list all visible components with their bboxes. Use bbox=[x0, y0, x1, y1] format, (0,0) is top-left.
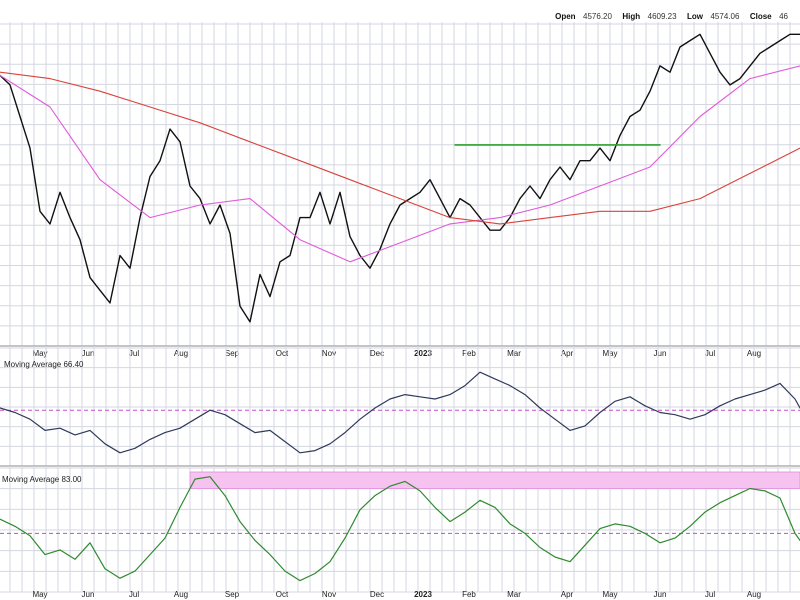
ohlc-text: Open 4576.20 High 4609.23 Low 4574.06 Cl… bbox=[555, 6, 788, 23]
x-tick-label: Oct bbox=[276, 590, 289, 599]
x-tick-label: Jul bbox=[705, 349, 715, 358]
x-tick-label: Dec bbox=[370, 590, 384, 599]
x-tick-label: Jul bbox=[129, 590, 139, 599]
x-tick-label: May bbox=[602, 590, 617, 599]
x-tick-label: Mar bbox=[507, 590, 521, 599]
ma_long-line bbox=[0, 71, 800, 225]
ma_short-line bbox=[0, 65, 800, 263]
x-tick-label: Jun bbox=[82, 349, 95, 358]
x-tick-label: Apr bbox=[561, 590, 574, 599]
low-value: 4574.06 bbox=[710, 12, 739, 21]
ohlc-readout: Open 4576.20 High 4609.23 Low 4574.06 Cl… bbox=[555, 6, 788, 23]
osc2-overbought-band bbox=[189, 471, 800, 489]
close-label: Close bbox=[750, 12, 772, 21]
high-value: 4609.23 bbox=[648, 12, 677, 21]
x-tick-label: Oct bbox=[276, 349, 289, 358]
x-tick-label: 2023 bbox=[414, 349, 432, 358]
x-tick-label: May bbox=[32, 349, 47, 358]
oscillator-panel-1: Moving Average 66.40 bbox=[0, 346, 800, 467]
low-label: Low bbox=[687, 12, 704, 21]
osc2-band-group bbox=[189, 471, 800, 489]
oscillator-panel-2: Moving Average 83.00 May Jun Jul Aug Sep Oct N… bbox=[0, 466, 800, 599]
price-panel: May Jun Jul Aug Sep Oct Nov Dec 2023 Feb Mar Apr May… bbox=[0, 22, 800, 358]
osc2-line bbox=[0, 476, 800, 582]
x-tick-label: May bbox=[32, 590, 47, 599]
open-value: 4576.20 bbox=[583, 12, 612, 21]
x-tick-label: Aug bbox=[174, 590, 188, 599]
x-tick-label: Aug bbox=[747, 590, 761, 599]
price-line bbox=[0, 33, 800, 323]
osc1-series-group bbox=[0, 371, 800, 454]
osc2-x-axis: May Jun Jul Aug Sep Oct Nov Dec 2023 Feb Mar Apr May… bbox=[32, 590, 761, 599]
x-tick-label: Nov bbox=[322, 349, 336, 358]
x-tick-label: Sep bbox=[225, 349, 240, 358]
high-label: High bbox=[622, 12, 640, 21]
open-label: Open bbox=[555, 12, 576, 21]
x-tick-label: Feb bbox=[462, 590, 476, 599]
osc2-series-group bbox=[0, 476, 800, 582]
x-tick-label: Feb bbox=[462, 349, 476, 358]
x-tick-label: Nov bbox=[322, 590, 336, 599]
x-tick-label: Jun bbox=[82, 590, 95, 599]
close-value: 46 bbox=[779, 12, 788, 21]
x-tick-label: Jul bbox=[129, 349, 139, 358]
x-tick-label: Jun bbox=[654, 590, 667, 599]
osc1-label: Moving Average 66.40 bbox=[4, 360, 84, 369]
x-tick-label: Aug bbox=[174, 349, 188, 358]
osc2-label: Moving Average 83.00 bbox=[2, 475, 82, 484]
x-tick-label: Jul bbox=[705, 590, 715, 599]
price-series-group bbox=[0, 33, 800, 323]
osc1-line bbox=[0, 371, 800, 454]
x-tick-label: Apr bbox=[561, 349, 574, 358]
x-tick-label: Dec bbox=[370, 349, 384, 358]
osc1-grid bbox=[0, 346, 800, 467]
x-tick-label: Jun bbox=[654, 349, 667, 358]
x-tick-label: 2023 bbox=[414, 590, 432, 599]
x-tick-label: Sep bbox=[225, 590, 240, 599]
